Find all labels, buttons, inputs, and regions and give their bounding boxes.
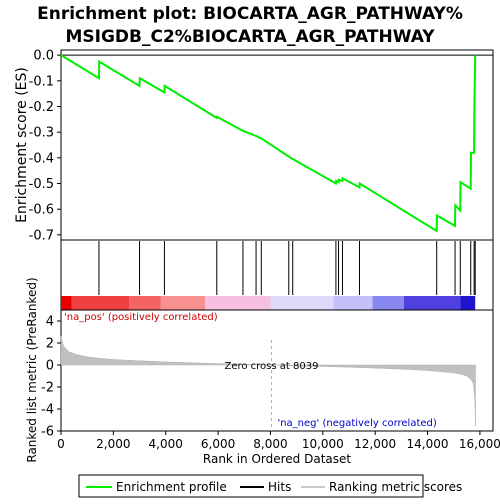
- chart-title-line1: Enrichment plot: BIOCARTA_AGR_PATHWAY%: [37, 4, 463, 24]
- rank-y-tick-label: -6: [41, 425, 54, 440]
- es-y-tick-label: -0.6: [29, 203, 54, 218]
- enrichment-profile-line: [60, 54, 477, 233]
- x-tick-label: 8,000: [253, 437, 287, 451]
- rank-y-tick-label: -2: [41, 381, 54, 396]
- es-y-tick-label: -0.2: [29, 100, 54, 115]
- color-bar-segment: [160, 296, 205, 310]
- color-bar-segment: [333, 296, 373, 310]
- x-tick-labels: 0 2,000 4,000 6,000 8,000 10,000 12,000 …: [57, 437, 500, 451]
- x-tick-label: 0: [57, 437, 65, 451]
- rank-color-bar: [61, 296, 476, 310]
- positive-correlation-label: 'na_pos' (positively correlated): [64, 312, 218, 323]
- chart-title-line2: MSIGDB_C2%BIOCARTA_AGR_PATHWAY: [65, 27, 435, 47]
- es-y-tick-label: -0.4: [29, 151, 54, 166]
- color-bar-segment: [460, 296, 476, 310]
- legend-ranking-label: Ranking metric scores: [329, 480, 462, 494]
- rank-y-tick-label: 0: [46, 359, 54, 374]
- x-tick-label: 2,000: [96, 437, 130, 451]
- rank-y-axis-label: Ranked list metric (PreRanked): [25, 277, 39, 462]
- color-bar-segment: [129, 296, 161, 310]
- rank-y-axis: [57, 320, 61, 432]
- es-y-tick-label: -0.7: [29, 228, 54, 243]
- es-y-tick-label: -0.1: [29, 74, 54, 89]
- x-tick-label: 4,000: [149, 437, 183, 451]
- x-axis-label: Rank in Ordered Dataset: [203, 452, 351, 466]
- es-y-tick-label: 0.0: [33, 49, 54, 64]
- zero-cross-annotation: Zero cross at 8039: [224, 361, 318, 372]
- x-tick-label: 16,000: [459, 437, 500, 451]
- es-y-tick-label: -0.5: [29, 177, 54, 192]
- x-tick-label: 12,000: [354, 437, 396, 451]
- legend-hits-label: Hits: [268, 480, 291, 494]
- ranking-metric-area: [60, 336, 476, 427]
- x-axis: [60, 431, 481, 435]
- es-y-tick-label: -0.3: [29, 126, 54, 141]
- color-bar-segment: [270, 296, 334, 310]
- rank-y-tick-labels: 4 2 0 -2 -4 -6: [41, 315, 54, 440]
- x-tick-label: 10,000: [302, 437, 344, 451]
- negative-correlation-label: 'na_neg' (negatively correlated): [277, 418, 436, 429]
- rank-y-tick-label: -4: [41, 403, 54, 418]
- color-bar-segment: [71, 296, 130, 310]
- x-tick-label: 6,000: [201, 437, 235, 451]
- es-y-axis: [57, 54, 61, 236]
- hit-markers: [98, 241, 476, 295]
- rank-panel-frame: [60, 309, 494, 432]
- es-y-axis-label: Enrichment score (ES): [14, 67, 30, 223]
- color-bar-segment: [403, 296, 461, 310]
- rank-y-tick-label: 4: [46, 315, 54, 330]
- legend-enrichment-label: Enrichment profile: [116, 480, 227, 494]
- x-tick-label: 14,000: [407, 437, 449, 451]
- es-y-tick-labels: 0.0 -0.1 -0.2 -0.3 -0.4 -0.5 -0.6 -0.7: [29, 49, 54, 244]
- color-bar-segment: [61, 296, 72, 310]
- rank-y-tick-label: 2: [46, 337, 54, 352]
- color-bar-segment: [372, 296, 404, 310]
- color-bar-segment: [205, 296, 271, 310]
